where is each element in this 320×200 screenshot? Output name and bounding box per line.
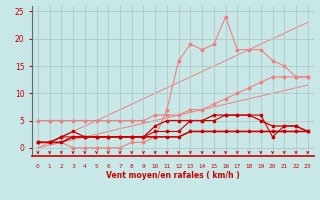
X-axis label: Vent moyen/en rafales ( km/h ): Vent moyen/en rafales ( km/h ) [106,171,240,180]
